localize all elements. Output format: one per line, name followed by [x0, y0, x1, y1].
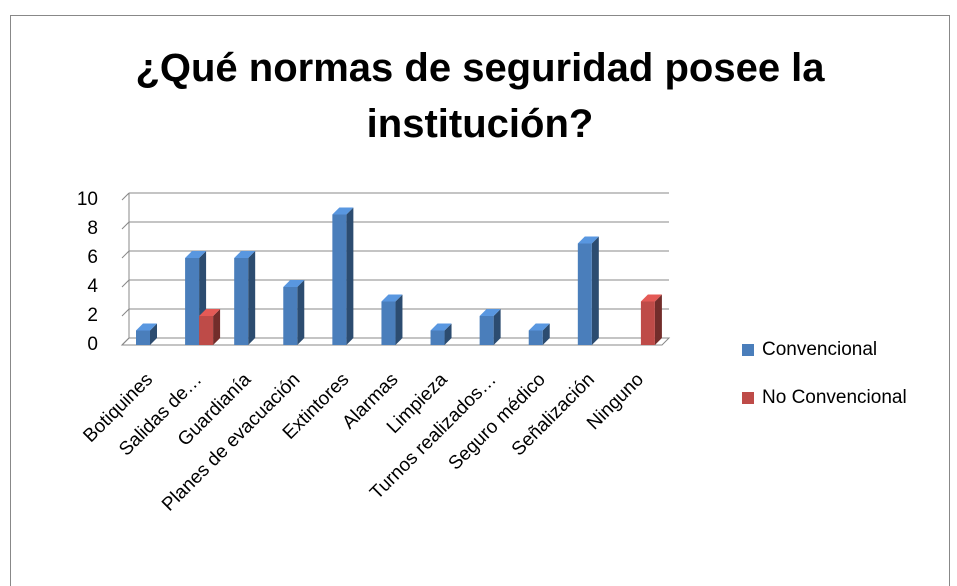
- bar-face: [185, 258, 200, 345]
- grid-line: [121, 308, 130, 317]
- bar-face: [213, 309, 221, 345]
- y-tick-label: 0: [87, 334, 98, 355]
- bar: [381, 294, 403, 345]
- bar-face: [528, 330, 543, 345]
- bar-face: [248, 251, 256, 345]
- bar-face: [444, 323, 452, 345]
- bar-face: [640, 294, 662, 302]
- bar-face: [577, 243, 592, 345]
- legend-label: No Convencional: [762, 387, 907, 408]
- bar-face: [493, 309, 501, 345]
- bar-face: [395, 294, 403, 345]
- bar-face: [479, 309, 501, 316]
- grid-line: [121, 337, 130, 346]
- grid-line: [121, 279, 130, 288]
- legend-swatch: [742, 392, 754, 404]
- bar-face: [136, 323, 157, 331]
- bar: [479, 309, 501, 345]
- grid-line: [121, 221, 130, 230]
- bar-face: [283, 280, 305, 287]
- bar-face: [297, 280, 305, 345]
- bar-face: [430, 323, 452, 331]
- grid-line: [121, 250, 130, 259]
- bar-face: [542, 323, 550, 345]
- bar-face: [199, 316, 214, 345]
- bar: [136, 323, 157, 345]
- y-tick-label: 6: [87, 247, 98, 268]
- legend-label: Convencional: [762, 339, 877, 360]
- grid-line: [121, 192, 130, 201]
- bar: [283, 280, 305, 345]
- y-tick-label: 10: [77, 189, 98, 210]
- y-tick-label: 4: [87, 276, 98, 297]
- bar-face: [528, 323, 550, 331]
- bar-face: [591, 236, 599, 345]
- bar-face: [346, 207, 354, 345]
- bar-face: [332, 207, 354, 215]
- bar-face: [577, 236, 599, 244]
- bar-face: [381, 294, 403, 302]
- y-tick-label: 8: [87, 218, 98, 239]
- bar: [640, 294, 662, 345]
- bar-face: [430, 330, 445, 345]
- bar-face: [185, 251, 207, 258]
- bar-face: [150, 323, 157, 345]
- bar-face: [136, 330, 150, 345]
- bar-face: [199, 309, 221, 316]
- bar-face: [479, 316, 494, 345]
- bar-face: [381, 301, 396, 345]
- bar-face: [332, 214, 347, 345]
- bar: [332, 207, 354, 345]
- bar-face: [283, 287, 298, 345]
- chart-title: ¿Qué normas de seguridad posee la instit…: [135, 46, 825, 146]
- bar: [528, 323, 550, 345]
- bar: [199, 309, 221, 345]
- bar-face: [234, 251, 256, 258]
- y-tick-label: 2: [87, 305, 98, 326]
- chart-frame: [10, 15, 950, 586]
- legend-swatch: [742, 344, 754, 356]
- bar-face: [234, 258, 249, 345]
- bar-face: [654, 294, 662, 345]
- bar-face: [640, 301, 655, 345]
- bar: [577, 236, 599, 345]
- bar: [430, 323, 452, 345]
- bar: [234, 251, 256, 345]
